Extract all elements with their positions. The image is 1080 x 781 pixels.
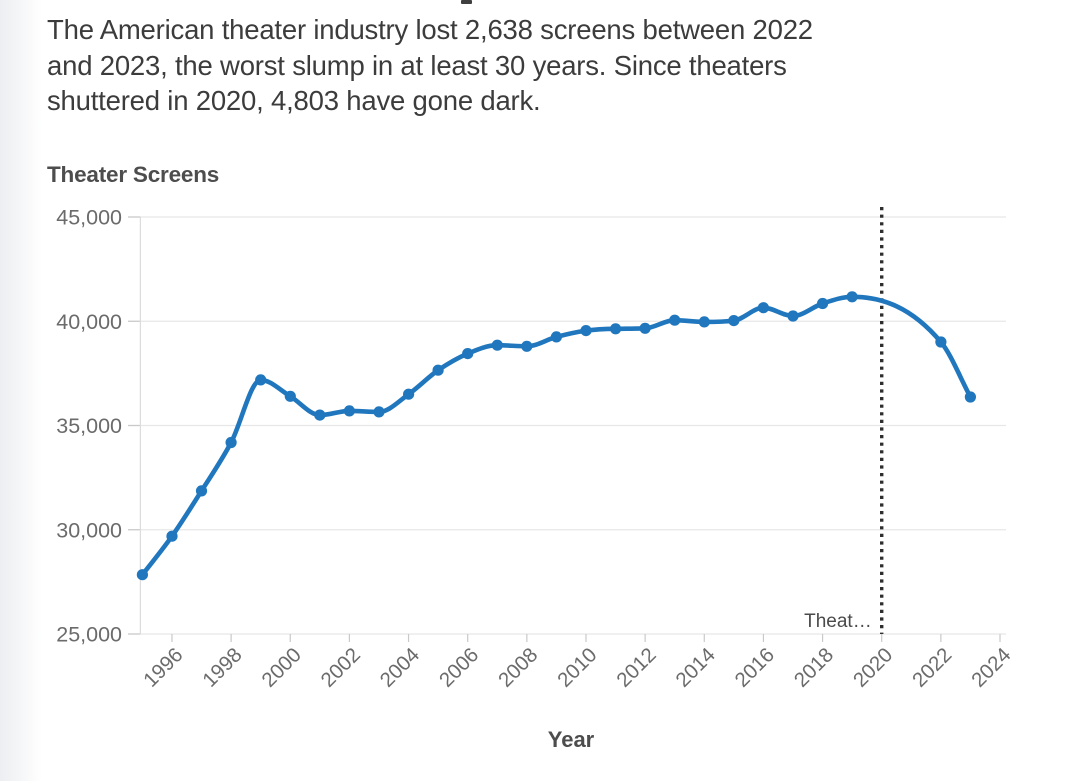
data-point-2022[interactable] <box>935 336 947 348</box>
data-point-2023[interactable] <box>964 391 977 403</box>
x-tick-label: 2002 <box>316 643 365 692</box>
data-point-1998[interactable] <box>225 436 237 449</box>
data-point-2012[interactable] <box>639 322 651 334</box>
data-point-2014[interactable] <box>698 316 710 328</box>
data-point-2006[interactable] <box>462 348 474 360</box>
clipped-headline-fragment <box>461 0 472 4</box>
y-tick-label: 45,000 <box>56 206 122 230</box>
data-point-2005[interactable] <box>432 364 444 376</box>
x-tick-label: 2016 <box>730 643 779 692</box>
x-axis-title: Year <box>547 727 595 752</box>
x-tick-label: 2024 <box>967 643 1016 692</box>
x-tick-label: 1996 <box>139 643 188 692</box>
data-point-2008[interactable] <box>521 340 533 352</box>
x-tick-label: 2012 <box>612 643 661 692</box>
data-point-2000[interactable] <box>284 390 296 402</box>
subtitle-line-3: shuttered in 2020, 4,803 have gone dark. <box>47 85 541 116</box>
x-tick-label: 2008 <box>494 643 543 692</box>
data-point-2004[interactable] <box>403 388 415 400</box>
x-tick-label: 2000 <box>257 643 306 692</box>
data-point-2003[interactable] <box>373 406 385 418</box>
data-point-2009[interactable] <box>550 331 563 343</box>
data-point-2019[interactable] <box>846 291 858 303</box>
subtitle-line-2: and 2023, the worst slump in at least 30… <box>47 49 787 81</box>
x-tick-label: 2004 <box>376 643 425 692</box>
data-point-2011[interactable] <box>610 323 622 335</box>
x-tick-label: 2020 <box>849 643 898 692</box>
data-point-1997[interactable] <box>195 485 208 497</box>
x-tick-label: 2010 <box>553 643 602 692</box>
article-subtitle: The American theater industry lost 2,638… <box>47 12 1007 119</box>
x-tick-label: 2022 <box>908 643 957 692</box>
data-point-2013[interactable] <box>669 314 681 326</box>
data-point-2002[interactable] <box>343 405 355 417</box>
data-point-2017[interactable] <box>787 310 799 322</box>
x-tick-label: 1998 <box>198 643 247 692</box>
data-point-1999[interactable] <box>255 374 267 386</box>
data-point-2018[interactable] <box>817 297 829 310</box>
x-tick-label: 2014 <box>671 643 720 692</box>
data-point-2001[interactable] <box>314 409 326 421</box>
y-tick-label: 30,000 <box>56 518 122 542</box>
data-point-2016[interactable] <box>757 302 770 314</box>
event-annotation: Theat… <box>804 611 872 632</box>
x-tick-label: 2018 <box>790 643 839 692</box>
y-tick-label: 25,000 <box>56 623 122 647</box>
y-tick-label: 35,000 <box>56 414 122 438</box>
y-tick-label: 40,000 <box>56 310 122 334</box>
data-point-1995[interactable] <box>136 569 148 581</box>
data-point-2007[interactable] <box>491 339 503 351</box>
chart-title: Theater Screens <box>47 162 220 187</box>
data-point-2010[interactable] <box>580 325 592 337</box>
subtitle-line-1: The American theater industry lost 2,638… <box>47 14 813 45</box>
x-tick-label: 2006 <box>435 643 484 692</box>
data-point-2015[interactable] <box>728 315 740 327</box>
data-point-1996[interactable] <box>166 530 178 542</box>
